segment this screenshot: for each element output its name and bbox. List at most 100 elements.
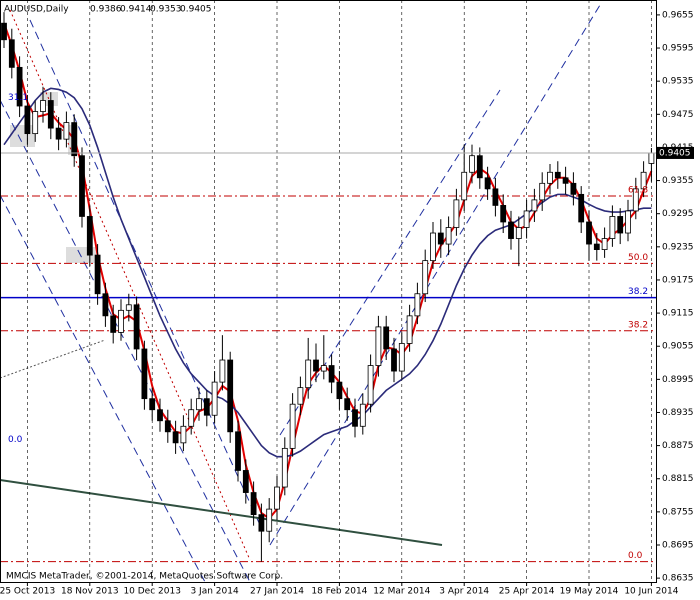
candle-body: [437, 232, 444, 245]
candle-body: [484, 177, 491, 190]
candle-body: [79, 155, 85, 217]
candle-body: [391, 348, 397, 372]
header-low: 0.9353: [150, 5, 182, 15]
candle-body: [492, 188, 499, 206]
fib-label: 38.2: [628, 320, 648, 330]
candle-body: [648, 152, 655, 164]
y-tick-label: 0.8995: [662, 375, 694, 385]
candle-body: [47, 100, 54, 129]
candle-body: [453, 199, 460, 228]
y-tick-label: 0.8875: [662, 441, 694, 451]
candle-body: [523, 210, 530, 228]
fib-label: 38.2: [628, 287, 648, 297]
x-tick-label: 19 May 2014: [560, 587, 619, 597]
trend-line: [0, 479, 443, 546]
header-close: 0.9405: [180, 5, 212, 15]
candle-body: [227, 359, 234, 433]
y-tick-label: 0.9535: [662, 77, 694, 87]
candle-body: [188, 409, 195, 427]
fib-label: 0.0: [8, 435, 23, 445]
y-tick-label: 0.9355: [662, 176, 694, 186]
candle-body: [609, 216, 616, 239]
candle-body: [289, 403, 296, 449]
candle-body: [515, 227, 522, 239]
candle-body: [196, 398, 202, 411]
candle-body: [578, 193, 585, 223]
candle-body: [554, 171, 561, 179]
x-tick-label: 12 Mar 2014: [373, 587, 430, 597]
candle-body: [1, 22, 7, 41]
y-tick-label: 0.8935: [662, 408, 694, 418]
candle-body: [367, 365, 374, 405]
candle-body: [547, 171, 553, 184]
chart-header: AUDUSD,Daily: [4, 5, 69, 15]
candle-body: [180, 425, 187, 444]
candle-body: [164, 420, 171, 433]
candle-body: [141, 348, 148, 400]
candle-body: [398, 343, 405, 372]
candle-body: [531, 199, 538, 212]
candle-body: [55, 127, 62, 140]
candle-body: [328, 365, 335, 383]
candle-body: [445, 227, 452, 245]
candle-body: [305, 359, 312, 389]
helper-line: [0, 339, 106, 379]
y-tick-label: 0.9595: [662, 44, 694, 54]
candle-body: [320, 365, 327, 372]
header-high: 0.9414: [120, 5, 152, 15]
candle-body: [414, 293, 421, 317]
y-tick-label: 0.9115: [662, 309, 694, 319]
candle-body: [406, 315, 413, 344]
candle-body: [336, 381, 343, 400]
fib-label: 50.0: [628, 253, 648, 263]
channel-line: [279, 89, 501, 436]
y-tick-label: 0.9655: [662, 10, 694, 20]
candle-body: [16, 66, 23, 107]
candle-body: [32, 111, 39, 135]
drawings: [0, 4, 601, 583]
x-tick-label: 25 Oct 2013: [0, 587, 55, 597]
candle-body: [118, 309, 124, 333]
candle-body: [242, 470, 249, 493]
candle-body: [359, 403, 366, 427]
plot-border: [0, 0, 657, 583]
y-tick-label: 0.9475: [662, 110, 694, 120]
candle-body: [430, 232, 436, 262]
y-tick-label: 0.9295: [662, 209, 694, 219]
candle-body: [250, 492, 257, 516]
candle-body: [383, 326, 390, 350]
candle-body: [40, 100, 46, 112]
y-tick-label: 0.8695: [662, 541, 694, 551]
candle-body: [281, 447, 288, 488]
y-tick-label: 0.9055: [662, 342, 694, 352]
candle-body: [172, 431, 179, 444]
candle-body: [586, 221, 592, 245]
candle-body: [375, 326, 382, 366]
candle-body: [632, 188, 639, 212]
candle-body: [562, 177, 569, 184]
candle-body: [86, 216, 93, 256]
x-tick-label: 18 Nov 2013: [61, 587, 119, 597]
candle-body: [297, 387, 304, 405]
candle-body: [469, 155, 475, 173]
y-tick-label: 0.9175: [662, 275, 694, 285]
price-box: [656, 146, 694, 159]
candle-body: [157, 409, 163, 422]
candle-body: [125, 304, 132, 311]
candle-body: [211, 381, 218, 416]
plot: [0, 0, 656, 582]
candle-body: [110, 315, 117, 333]
candle-body: [476, 155, 483, 179]
candle-body: [461, 171, 468, 201]
fib-label: 31.1: [8, 93, 28, 103]
candle-body: [235, 431, 241, 471]
candle-body: [313, 359, 319, 372]
candle-body: [344, 398, 351, 411]
x-tick-label: 3 Apr 2014: [439, 587, 489, 597]
x-tick-label: 25 Apr 2014: [499, 587, 555, 597]
channel-line: [0, 194, 206, 583]
price-label: 0.9405: [659, 148, 691, 158]
fib-label: 0.0: [628, 551, 643, 561]
channel-line: [269, 4, 601, 546]
candle-body: [422, 260, 429, 295]
